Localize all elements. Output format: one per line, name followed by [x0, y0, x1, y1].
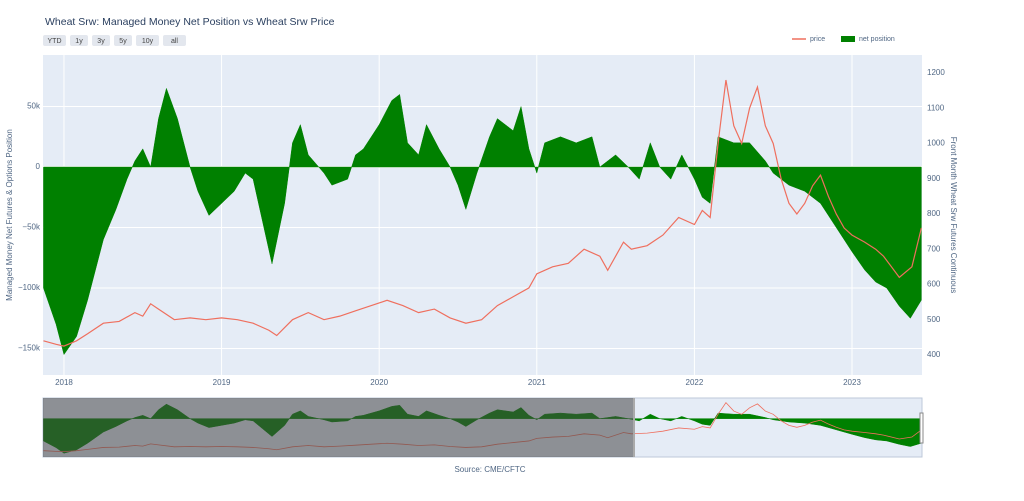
- x-tick-label: 2018: [55, 378, 73, 387]
- range-handle: [633, 398, 635, 457]
- chart-title: Wheat Srw: Managed Money Net Position vs…: [45, 16, 335, 28]
- series-line: [43, 79, 922, 347]
- range-button[interactable]: all: [163, 35, 186, 46]
- x-tick-label: 2021: [528, 378, 546, 387]
- range-button[interactable]: 1y: [70, 35, 88, 46]
- y2-tick-label: 900: [927, 174, 941, 183]
- range-button[interactable]: YTD: [43, 35, 66, 46]
- range-button[interactable]: 10y: [136, 35, 159, 46]
- source-note: Source: CME/CFTC: [454, 465, 525, 474]
- y-tick-label: −50k: [22, 223, 41, 232]
- y2-axis-title: Front Month Wheat Srw Futures Continuous: [949, 137, 958, 294]
- y2-tick-label: 500: [927, 315, 941, 324]
- y-tick-label: 50k: [27, 102, 41, 111]
- range-buttons: YTD 1y 3y 5y 10y all: [43, 35, 186, 46]
- y2-tick-label: 1200: [927, 68, 945, 77]
- y-tick-label: 0: [36, 162, 41, 171]
- y2-tick-label: 1000: [927, 139, 945, 148]
- legend-label: price: [810, 36, 825, 43]
- series-area: [43, 87, 922, 356]
- button-label: 10y: [142, 38, 154, 45]
- button-bg: [92, 35, 110, 46]
- y-axis-title: Managed Money Net Futures & Options Posi…: [5, 129, 14, 301]
- button-bg: [70, 35, 88, 46]
- button-label: 5y: [119, 38, 127, 45]
- x-tick-label: 2020: [370, 378, 388, 387]
- y2-tick-label: 600: [927, 280, 941, 289]
- range-mask: [43, 398, 633, 457]
- y-tick-label: −150k: [18, 344, 41, 353]
- y-tick-label: −100k: [18, 283, 41, 292]
- button-label: 1y: [75, 38, 83, 45]
- range-button[interactable]: 3y: [92, 35, 110, 46]
- y2-tick-label: 700: [927, 244, 941, 253]
- button-bg: [136, 35, 159, 46]
- plot-area: [43, 55, 922, 375]
- legend-label: net position: [859, 36, 895, 43]
- button-label: YTD: [48, 38, 62, 45]
- button-label: all: [171, 38, 178, 45]
- x-tick-label: 2023: [843, 378, 861, 387]
- legend-swatch: [841, 36, 855, 42]
- y2-tick-label: 400: [927, 350, 941, 359]
- y2-tick-label: 1100: [927, 103, 945, 112]
- x-tick-label: 2019: [213, 378, 231, 387]
- x-tick-label: 2022: [686, 378, 704, 387]
- button-bg: [114, 35, 132, 46]
- y2-tick-label: 800: [927, 209, 941, 218]
- button-bg: [163, 35, 186, 46]
- button-label: 3y: [97, 38, 105, 45]
- range-handle: [919, 412, 924, 444]
- button-bg: [43, 35, 66, 46]
- range-button[interactable]: 5y: [114, 35, 132, 46]
